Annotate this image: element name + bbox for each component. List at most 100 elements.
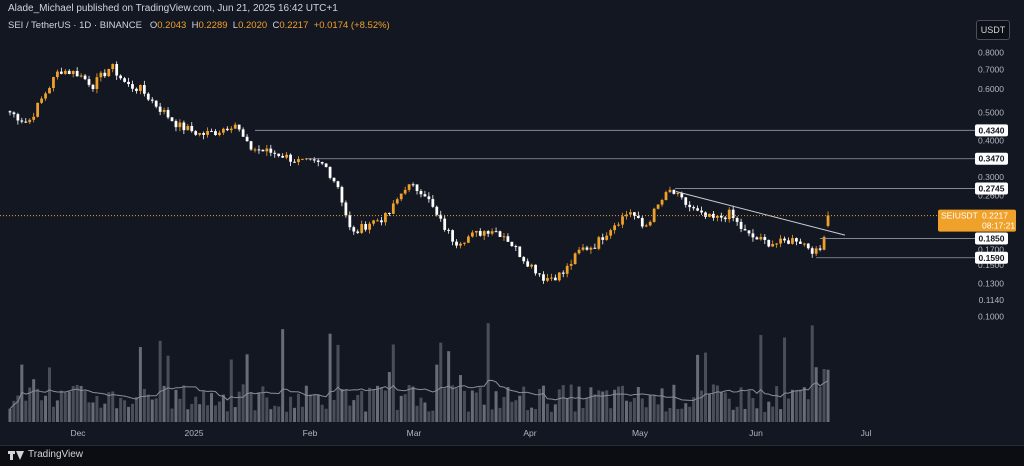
candle-body [289, 154, 292, 162]
candle-body [233, 124, 237, 129]
candle-body [573, 253, 577, 264]
volume-moving-average [9, 379, 829, 410]
candle-body [692, 207, 696, 209]
candle-body [751, 233, 755, 238]
candle-body [656, 204, 660, 209]
y-tick-label: 0.1500 [978, 260, 1004, 270]
candle-body [672, 189, 676, 194]
volume-bar [664, 411, 668, 422]
volume-bar [601, 391, 605, 422]
candle-body [83, 75, 87, 80]
candle-body [660, 199, 664, 205]
volume-bar [415, 405, 419, 422]
volume-bar [237, 391, 241, 422]
symbol-name[interactable]: SEI / TetherUS · 1D · BINANCE [8, 20, 142, 31]
tradingview-logo-icon [8, 450, 24, 460]
volume-bar [589, 387, 593, 422]
candle-body [522, 257, 526, 262]
volume-bar [296, 393, 300, 422]
candle-body [451, 230, 454, 242]
volume-bar [63, 392, 67, 422]
candle-body [514, 246, 518, 248]
volume-bar [743, 408, 747, 422]
candle-body [56, 71, 59, 78]
volume-bar [28, 387, 32, 422]
y-tick-label: 0.5000 [978, 107, 1004, 117]
candle-body [320, 162, 324, 164]
volume-bar [352, 400, 356, 422]
volume-bar [233, 407, 237, 422]
volume-bar [518, 395, 522, 422]
volume-bar [545, 403, 549, 422]
candle-body [581, 247, 585, 250]
volume-bar [12, 400, 16, 422]
volume-bar [324, 408, 328, 422]
volume-bar [609, 408, 613, 422]
volume-bar [293, 407, 297, 422]
candle-body [24, 121, 28, 123]
candle-body [494, 231, 498, 233]
candle-body [806, 243, 810, 249]
volume-bar [771, 406, 775, 422]
volume-bar [166, 355, 170, 422]
current-price-label: SEIUSDT 0.2217 08:17:21 [938, 209, 1016, 232]
volume-bar [178, 398, 182, 422]
candle-body [328, 166, 332, 178]
volume-bar [498, 407, 502, 422]
volume-bar [613, 389, 617, 422]
volume-bar [241, 384, 245, 422]
candle-body [684, 197, 688, 205]
candle-body [644, 225, 648, 227]
candle-body [593, 247, 597, 249]
trendline[interactable] [675, 191, 846, 236]
volume-bar [514, 400, 518, 422]
volume-bar [818, 386, 822, 422]
candle-body [8, 111, 12, 113]
candle-body [775, 243, 779, 245]
candle-body [585, 247, 589, 250]
volume-bar [660, 388, 664, 422]
volume-bar [273, 405, 277, 422]
candle-body [474, 230, 478, 233]
volume-bar [198, 404, 202, 422]
candle-body [518, 246, 522, 258]
price-label-symbol: SEIUSDT [941, 211, 978, 221]
candle-body [87, 79, 91, 85]
candle-body [822, 236, 826, 250]
candle-body [99, 72, 103, 78]
candle-body [36, 102, 40, 117]
tradingview-logo[interactable]: TradingView [8, 449, 83, 460]
candle-body [621, 216, 624, 225]
volume-bar [565, 398, 569, 422]
x-tick-label: Mar [407, 428, 422, 438]
volume-bar [727, 398, 731, 422]
price-chart[interactable]: 0.8000 0.7000 0.6000 0.5000 0.4000 0.3000 0.26… [0, 0, 1024, 445]
volume-bar [257, 392, 261, 422]
volume-bar [103, 403, 107, 422]
candle-body [727, 209, 731, 220]
volume-bar [435, 364, 439, 422]
y-tick-label: 0.8000 [978, 48, 1004, 58]
volume-bar [348, 405, 352, 422]
volume-bar [285, 411, 289, 422]
candle-body [150, 99, 154, 101]
candle-body [245, 136, 249, 142]
volume-bar [731, 409, 735, 422]
volume-bar [423, 402, 427, 422]
volume-bar [356, 394, 360, 422]
candle-body [281, 155, 285, 158]
volume-bar [8, 408, 12, 422]
volume-bar [814, 367, 818, 422]
low-value: 0.2020 [238, 20, 268, 31]
y-tick-label: 0.7000 [978, 65, 1004, 75]
volume-bar [581, 407, 585, 422]
candle-body [75, 70, 79, 77]
candle-body [344, 202, 348, 216]
volume-bar [261, 386, 265, 422]
volume-bar [24, 400, 28, 422]
currency-button[interactable]: USDT [976, 20, 1010, 40]
candle-body [312, 159, 316, 161]
volume-bar [170, 408, 174, 422]
volume-bar [376, 385, 380, 422]
level-label-box [975, 232, 1008, 245]
